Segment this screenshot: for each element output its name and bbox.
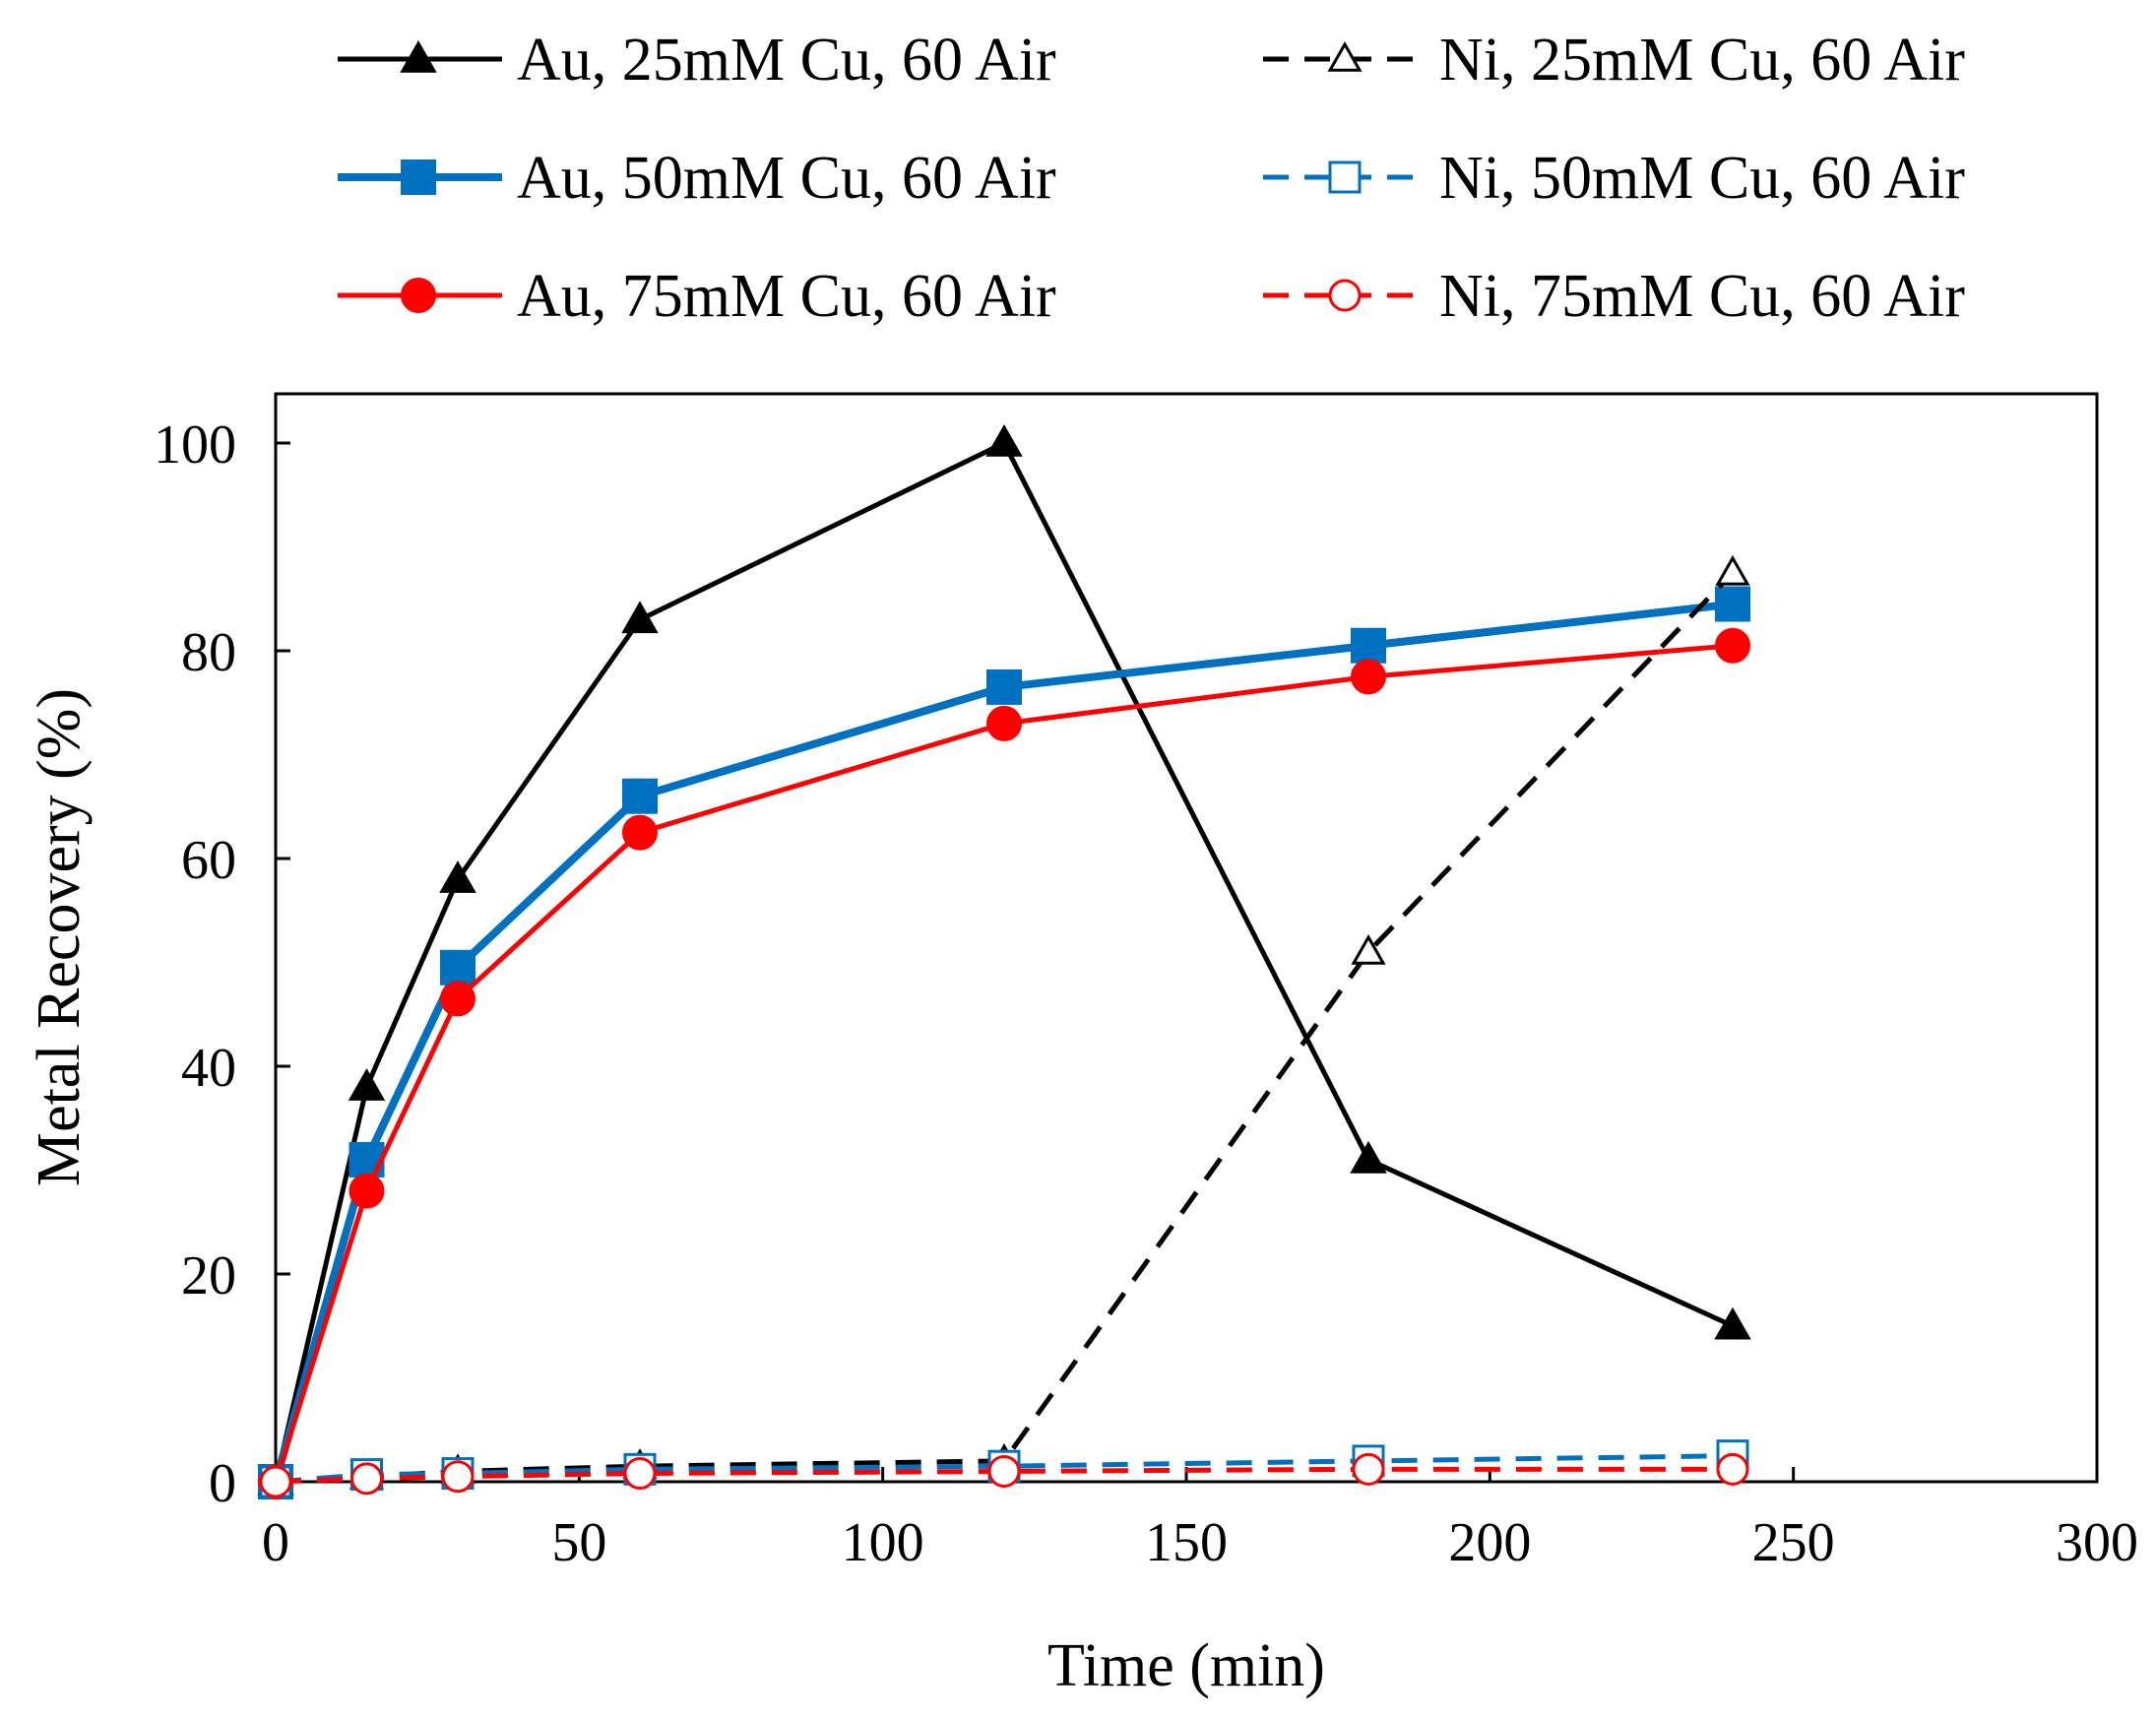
x-tick-label: 0 (262, 1512, 289, 1573)
axis-ticks: 0 50 100 150 200 250 300 0 20 40 60 80 100 (154, 414, 2138, 1573)
series-layer (257, 423, 1751, 1499)
data-point (1714, 1306, 1751, 1340)
x-axis-title: Time (min) (1047, 1632, 1325, 1699)
data-point (439, 860, 476, 893)
data-point (440, 949, 476, 986)
y-axis-title: Metal Recovery (%) (26, 688, 93, 1186)
x-tick-label: 300 (2056, 1512, 2138, 1573)
x-tick-label: 150 (1145, 1512, 1228, 1573)
data-point (259, 1465, 292, 1498)
legend-label: Ni, 75mM Cu, 60 Air (1439, 263, 1965, 330)
data-point (622, 814, 658, 851)
data-point (350, 1462, 383, 1496)
data-point (985, 423, 1023, 457)
legend-marker (400, 39, 437, 73)
series-2 (258, 586, 1750, 1499)
data-point (623, 1457, 657, 1491)
legend-entry: Ni, 75mM Cu, 60 Air (1263, 263, 1965, 330)
data-point (622, 778, 658, 814)
legend-marker (401, 278, 436, 313)
legend: Au, 25mM Cu, 60 Air Au, 50mM Cu, 60 Air Au… (338, 27, 1965, 330)
data-point (1351, 933, 1386, 965)
legend-marker (1328, 279, 1362, 312)
data-point (1350, 1140, 1387, 1174)
legend-entry: Au, 50mM Cu, 60 Air (338, 145, 1056, 212)
data-point (621, 601, 659, 634)
data-point (986, 705, 1022, 741)
legend-marker (401, 159, 436, 195)
legend-entry: Au, 75mM Cu, 60 Air (338, 263, 1056, 330)
data-point (1715, 586, 1750, 622)
x-tick-label: 250 (1752, 1512, 1835, 1573)
legend-entry: Au, 25mM Cu, 60 Air (338, 27, 1056, 94)
y-tick-label: 0 (209, 1453, 236, 1514)
y-tick-label: 40 (181, 1038, 236, 1099)
data-point (1716, 1452, 1749, 1486)
series-1 (257, 423, 1751, 1496)
data-point (440, 981, 476, 1017)
y-tick-label: 100 (154, 414, 236, 476)
legend-label: Au, 75mM Cu, 60 Air (517, 263, 1056, 330)
x-tick-label: 50 (551, 1512, 606, 1573)
legend-marker (1328, 160, 1362, 194)
y-tick-label: 80 (181, 622, 236, 683)
data-point (1352, 1452, 1385, 1486)
data-point (1351, 659, 1386, 695)
legend-label: Ni, 25mM Cu, 60 Air (1439, 27, 1965, 94)
data-point (441, 1460, 475, 1494)
data-point (1715, 627, 1750, 664)
series-3 (258, 627, 1750, 1499)
data-point (348, 1068, 386, 1101)
plot-area (274, 392, 2099, 1484)
y-tick-label: 60 (181, 830, 236, 891)
x-tick-label: 200 (1448, 1512, 1531, 1573)
legend-label: Au, 50mM Cu, 60 Air (517, 145, 1056, 212)
series-6 (259, 1452, 1749, 1498)
legend-entry: Ni, 50mM Cu, 60 Air (1263, 145, 1965, 212)
legend-entry: Ni, 25mM Cu, 60 Air (1263, 27, 1965, 94)
data-point (1351, 627, 1386, 664)
data-point (349, 1173, 385, 1209)
y-tick-label: 20 (181, 1245, 236, 1306)
legend-label: Au, 25mM Cu, 60 Air (517, 27, 1056, 94)
data-point (987, 1454, 1021, 1488)
series-line (273, 643, 1734, 1483)
legend-marker (1327, 40, 1363, 72)
data-point (986, 668, 1022, 705)
legend-label: Ni, 50mM Cu, 60 Air (1439, 145, 1965, 212)
x-tick-label: 100 (842, 1512, 924, 1573)
data-point (1715, 554, 1750, 586)
